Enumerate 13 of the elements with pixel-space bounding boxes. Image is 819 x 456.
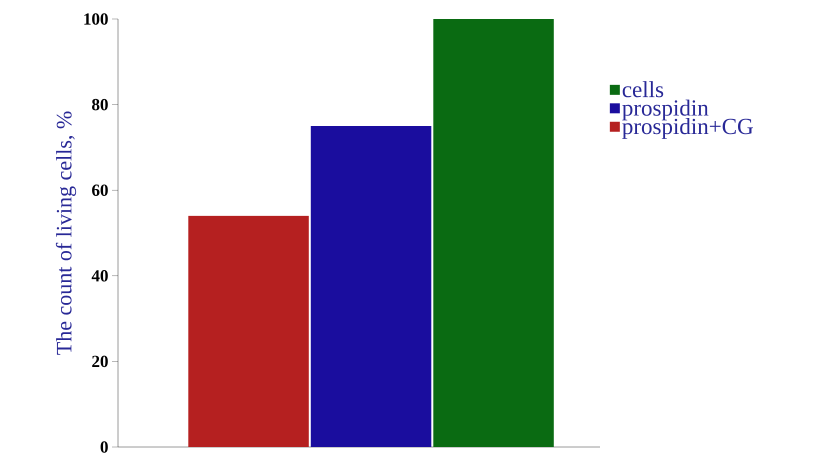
y-tick-label: 60 xyxy=(92,184,108,196)
y-tick-label: 0 xyxy=(100,441,108,453)
y-tick-label: 40 xyxy=(92,270,108,282)
y-tick-label: 80 xyxy=(92,98,108,110)
y-tick-label: 100 xyxy=(84,13,108,25)
y-axis-title: The count of living cells, % xyxy=(56,112,76,355)
y-tick-label: 20 xyxy=(92,356,108,368)
legend-label: prospidin+CG xyxy=(622,118,753,139)
bar xyxy=(433,18,554,447)
legend-label: cells xyxy=(622,81,664,98)
bar xyxy=(310,126,432,447)
legend-label: prospidin xyxy=(622,100,708,120)
bar xyxy=(188,216,309,447)
